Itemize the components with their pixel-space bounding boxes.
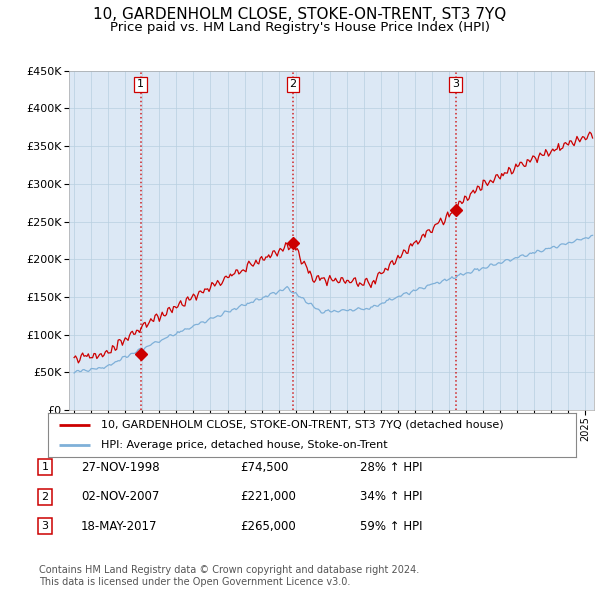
Text: £221,000: £221,000 [240, 490, 296, 503]
Text: 1: 1 [137, 80, 144, 89]
Text: £265,000: £265,000 [240, 520, 296, 533]
Text: 28% ↑ HPI: 28% ↑ HPI [360, 461, 422, 474]
Text: 18-MAY-2017: 18-MAY-2017 [81, 520, 157, 533]
Text: 34% ↑ HPI: 34% ↑ HPI [360, 490, 422, 503]
Text: 2: 2 [289, 80, 296, 89]
Text: £74,500: £74,500 [240, 461, 289, 474]
Text: Contains HM Land Registry data © Crown copyright and database right 2024.
This d: Contains HM Land Registry data © Crown c… [39, 565, 419, 587]
Text: 1: 1 [41, 463, 49, 472]
Text: 2: 2 [41, 492, 49, 502]
Text: 27-NOV-1998: 27-NOV-1998 [81, 461, 160, 474]
Text: 3: 3 [41, 522, 49, 531]
Text: Price paid vs. HM Land Registry's House Price Index (HPI): Price paid vs. HM Land Registry's House … [110, 21, 490, 34]
Text: 10, GARDENHOLM CLOSE, STOKE-ON-TRENT, ST3 7YQ (detached house): 10, GARDENHOLM CLOSE, STOKE-ON-TRENT, ST… [101, 420, 503, 430]
Text: 10, GARDENHOLM CLOSE, STOKE-ON-TRENT, ST3 7YQ: 10, GARDENHOLM CLOSE, STOKE-ON-TRENT, ST… [94, 7, 506, 22]
Text: 02-NOV-2007: 02-NOV-2007 [81, 490, 160, 503]
Text: 3: 3 [452, 80, 459, 89]
Text: 59% ↑ HPI: 59% ↑ HPI [360, 520, 422, 533]
Text: HPI: Average price, detached house, Stoke-on-Trent: HPI: Average price, detached house, Stok… [101, 440, 388, 450]
